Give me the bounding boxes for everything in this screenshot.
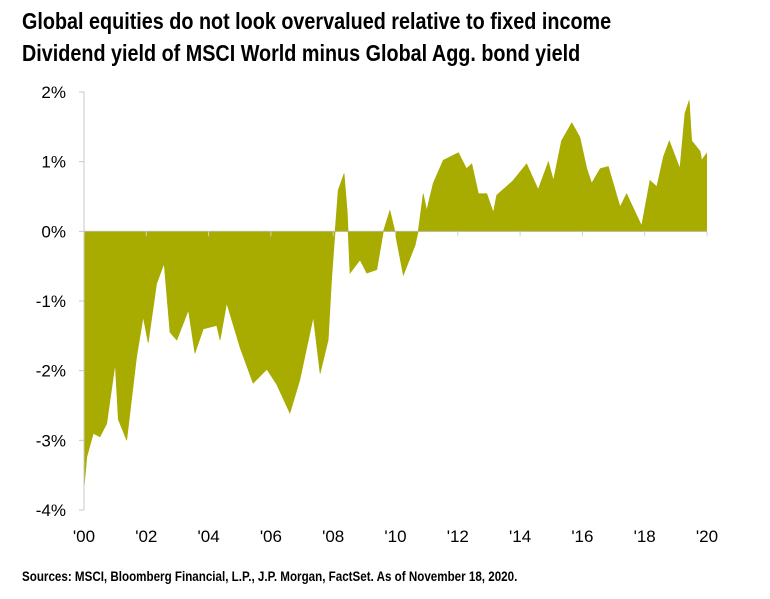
x-tick-label: '12 xyxy=(447,527,469,546)
chart-title: Global equities do not look overvalued r… xyxy=(22,8,612,34)
y-tick-label: -4% xyxy=(36,501,66,520)
x-tick-label: '20 xyxy=(696,527,718,546)
y-tick-label: -1% xyxy=(36,292,66,311)
x-tick-label: '04 xyxy=(198,527,220,546)
y-tick-label: 0% xyxy=(41,222,66,241)
y-tick-label: 1% xyxy=(41,153,66,172)
y-tick-label: -3% xyxy=(36,431,66,450)
x-tick-label: '10 xyxy=(384,527,406,546)
x-tick-label: '02 xyxy=(135,527,157,546)
x-tick-label: '16 xyxy=(571,527,593,546)
x-tick-label: '08 xyxy=(322,527,344,546)
x-tick-label: '14 xyxy=(509,527,531,546)
data-area xyxy=(83,100,708,489)
x-tick-label: '06 xyxy=(260,527,282,546)
x-tick-label: '18 xyxy=(634,527,656,546)
source-note: Sources: MSCI, Bloomberg Financial, L.P.… xyxy=(22,569,518,584)
chart-subtitle: Dividend yield of MSCI World minus Globa… xyxy=(22,40,581,66)
y-tick-label: -2% xyxy=(36,362,66,381)
x-tick-label: '00 xyxy=(73,527,95,546)
y-tick-label: 2% xyxy=(41,83,66,102)
